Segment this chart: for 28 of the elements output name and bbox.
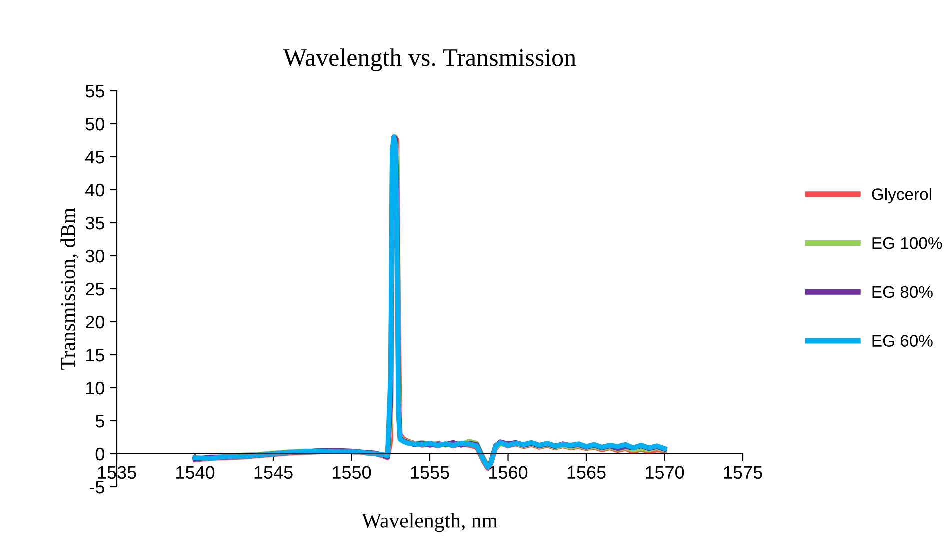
legend-label: EG 60% [872, 335, 933, 347]
y-axis-title: Transmission, dBm [60, 208, 78, 370]
legend-label: EG 100% [872, 237, 942, 250]
x-tick-label: 1570 [646, 466, 684, 480]
x-tick-label: 1560 [490, 466, 528, 480]
x-axis-title: Wavelength, nm [362, 513, 498, 532]
y-tick-label: 30 [86, 250, 104, 263]
x-tick-label: 1540 [176, 466, 215, 480]
x-tick-label: 1565 [568, 466, 606, 480]
y-tick-label: 35 [86, 216, 104, 230]
x-tick-label: 1545 [254, 466, 293, 480]
x-tick-label: 1550 [333, 466, 372, 480]
chart-title: Wavelength vs. Transmission [283, 48, 576, 72]
y-tick-label: -5 [90, 481, 104, 494]
y-tick-label: 0 [96, 448, 104, 461]
y-tick-label: 25 [86, 282, 104, 296]
legend-label: Glycerol [872, 188, 932, 204]
x-tick-label: 1555 [411, 466, 450, 480]
legend-label: EG 80% [872, 286, 933, 298]
y-tick-label: 20 [86, 316, 104, 329]
y-tick-label: 45 [86, 151, 104, 164]
x-tick-label: 1575 [724, 466, 762, 480]
y-tick-label: 55 [86, 85, 104, 98]
y-tick-label: 50 [86, 118, 104, 131]
y-tick-label: 10 [86, 382, 104, 395]
y-tick-label: 40 [86, 184, 104, 197]
y-tick-label: 5 [96, 415, 104, 428]
y-tick-label: 15 [86, 349, 104, 362]
